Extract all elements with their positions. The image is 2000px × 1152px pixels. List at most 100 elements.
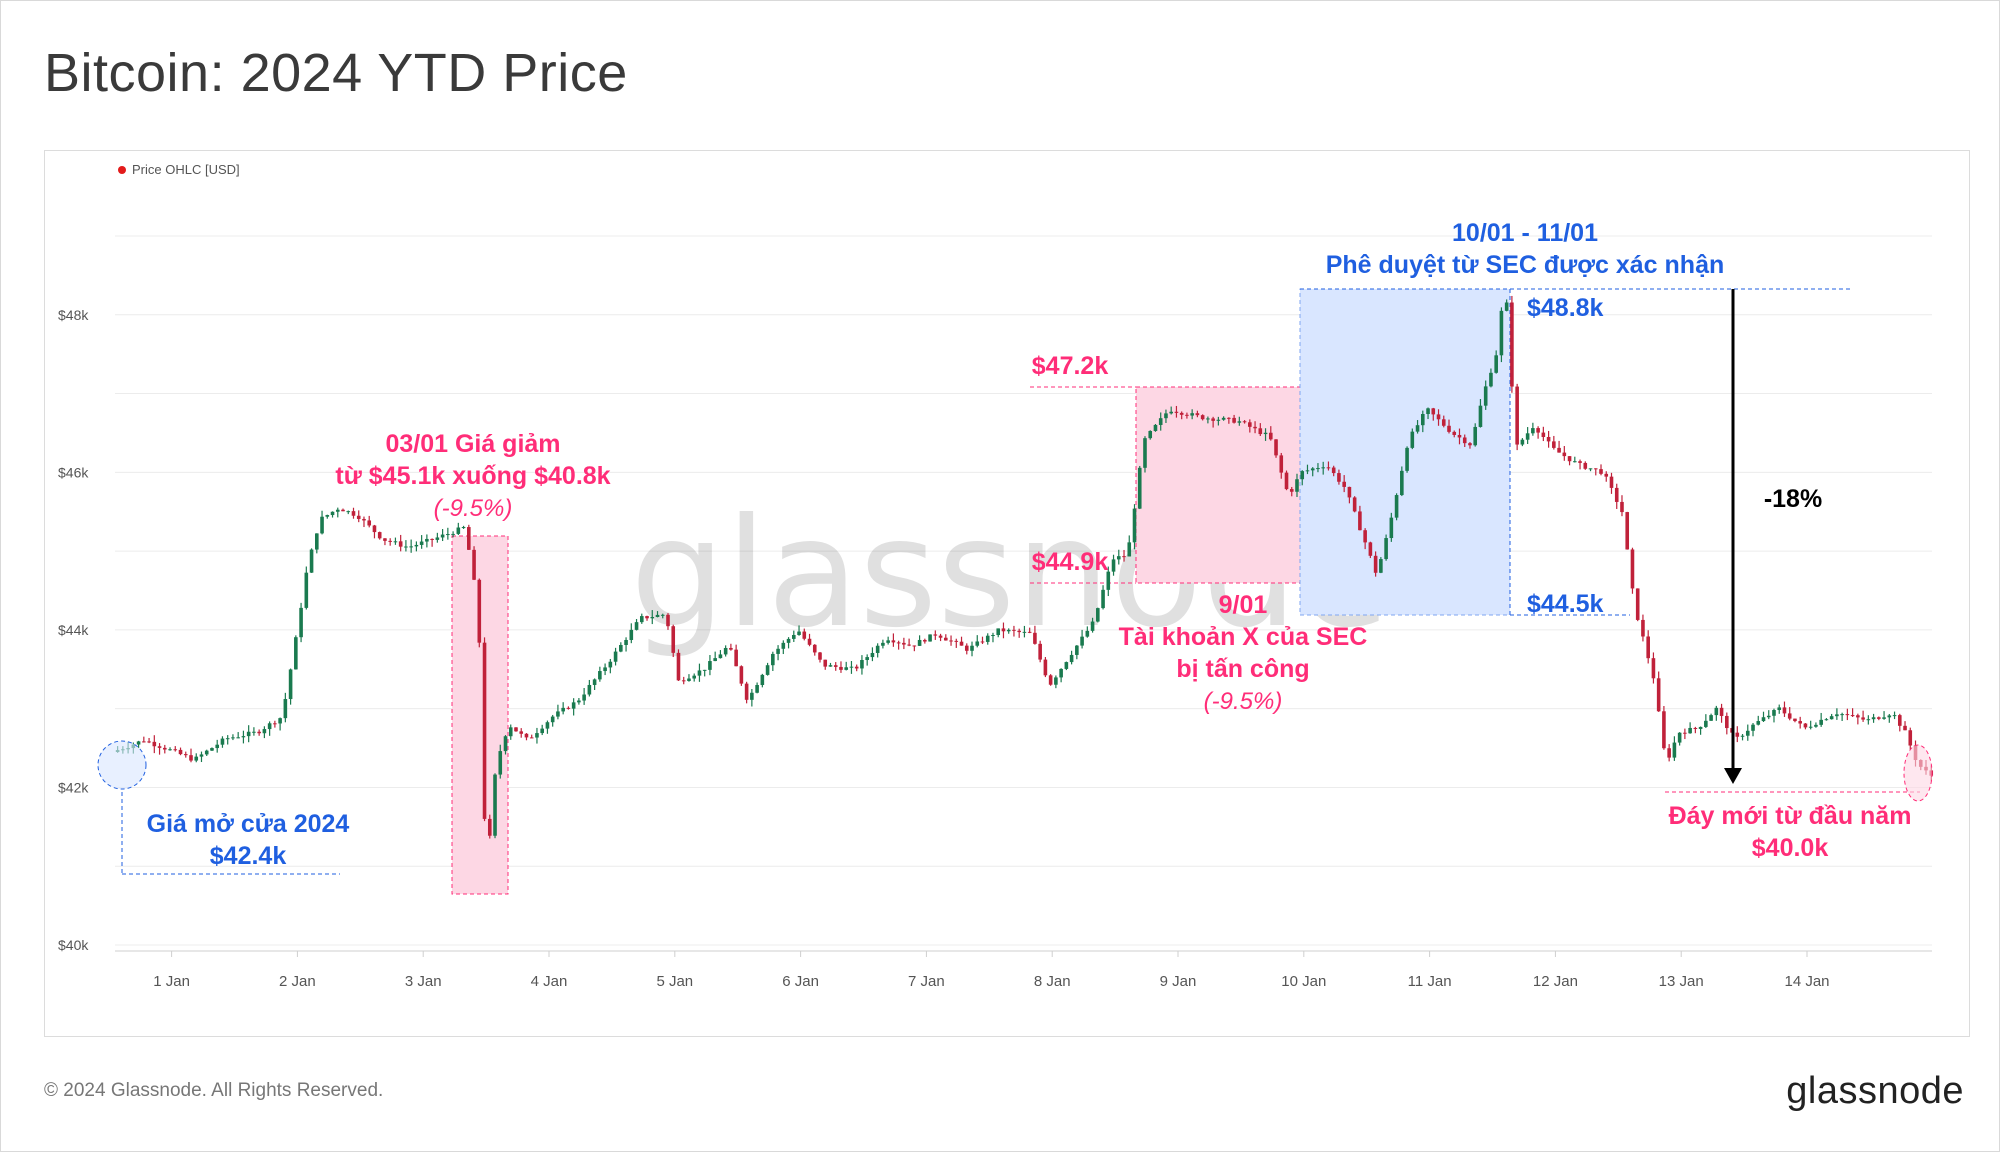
candle-body [912, 645, 917, 647]
candle-body [1740, 735, 1745, 737]
candle-body [210, 748, 214, 751]
candle-body [1583, 462, 1588, 469]
candle-body [755, 685, 759, 693]
candle-body [383, 538, 387, 541]
candle-body [571, 702, 576, 709]
y-tick-label: $46k [58, 464, 89, 480]
candle-body [1185, 414, 1189, 416]
candle-body [666, 614, 670, 627]
candle-body [886, 640, 890, 643]
candle-body [1373, 555, 1378, 573]
candle-body [1127, 542, 1132, 557]
candle-body [902, 642, 906, 645]
y-tick-label: $40k [58, 937, 89, 953]
candle-body [367, 520, 372, 526]
candle-body [697, 670, 702, 676]
candle-body [797, 631, 801, 635]
candle-body [1075, 645, 1079, 655]
candle-body [676, 652, 681, 681]
candle-body [1704, 720, 1708, 727]
candle-body [225, 738, 230, 740]
candle-body [985, 635, 990, 642]
candle-body [944, 637, 948, 641]
candle-body [142, 741, 146, 743]
candle-body [236, 737, 240, 739]
candle-body [1022, 631, 1027, 633]
candle-body [1573, 461, 1577, 463]
candle-body [472, 549, 476, 580]
candle-body [1227, 417, 1231, 419]
candle-body [1096, 608, 1100, 622]
candle-body [744, 683, 749, 700]
candle-body [335, 509, 340, 512]
candle-body [1436, 414, 1441, 420]
candle-body [398, 541, 403, 547]
candle-body [776, 648, 780, 654]
candle-body [1211, 418, 1215, 421]
candle-body [655, 614, 660, 617]
y-tick-label: $48k [58, 307, 89, 323]
candle-body [556, 711, 560, 717]
candle-body [1489, 372, 1493, 387]
candle-body [1295, 479, 1299, 492]
sec-date: 10/01 - 11/01 [1452, 219, 1598, 247]
candle-body [1216, 419, 1221, 421]
drop-0301-label: 03/01 Giá giảm [385, 430, 560, 458]
candle-body [729, 647, 733, 650]
candle-body [278, 718, 282, 724]
candle-body [283, 699, 288, 719]
candle-body [1625, 512, 1630, 550]
candle-body [1803, 723, 1808, 728]
x-tick-label: 2 Jan [279, 973, 316, 990]
candle-body [377, 532, 382, 539]
candle-body [1604, 473, 1609, 477]
candle-body [1756, 721, 1761, 725]
candle-body [1358, 511, 1362, 531]
candle-body [1887, 715, 1892, 718]
candle-body [996, 628, 1001, 636]
candle-body [1337, 473, 1341, 482]
candle-body [1253, 426, 1257, 429]
legend-dot-icon [118, 165, 126, 174]
candle-body [1279, 455, 1284, 473]
candle-body [1289, 489, 1294, 492]
candle-body [881, 642, 885, 646]
candle-body [812, 644, 817, 653]
drop-0301-detail: từ $45.1k xuống $40.8k [335, 462, 610, 490]
candle-body [1400, 470, 1404, 496]
candle-body [1798, 721, 1802, 724]
sec-low-value: $44.5k [1527, 590, 1604, 618]
candle-body [1593, 468, 1598, 470]
candle-body [849, 666, 854, 668]
y-tick-label: $44k [58, 622, 89, 638]
candle-body [566, 707, 571, 709]
candle-body [1897, 715, 1902, 726]
candle-body [933, 634, 938, 636]
chart-legend[interactable]: Price OHLC [USD] [118, 162, 240, 177]
candle-body [1588, 468, 1593, 470]
candle-body [739, 666, 744, 684]
chart-panel [44, 150, 1970, 1037]
sec-approval-box [1299, 288, 1511, 616]
candle-body [1877, 717, 1881, 719]
candle-body [734, 649, 738, 667]
y-axis: $40k $42k $44k $46k $48k [58, 307, 89, 953]
candle-body [1405, 447, 1409, 471]
candle-body [168, 749, 172, 751]
candle-body [419, 541, 424, 545]
candle-body [1819, 719, 1823, 725]
candle-body [1069, 654, 1074, 663]
candle-body [1814, 724, 1818, 727]
candle-body [178, 749, 183, 755]
candle-body [1520, 439, 1525, 445]
x-tick-label: 13 Jan [1659, 973, 1704, 990]
candle-body [1148, 430, 1153, 439]
legend-label: Price OHLC [USD] [132, 162, 240, 177]
candle-body [1368, 542, 1373, 556]
candle-body [592, 679, 597, 685]
candle-body [1651, 658, 1656, 679]
candle-body [508, 727, 513, 737]
candle-body [1578, 461, 1582, 463]
candle-body [1599, 469, 1603, 474]
grid-lines [115, 235, 1932, 946]
